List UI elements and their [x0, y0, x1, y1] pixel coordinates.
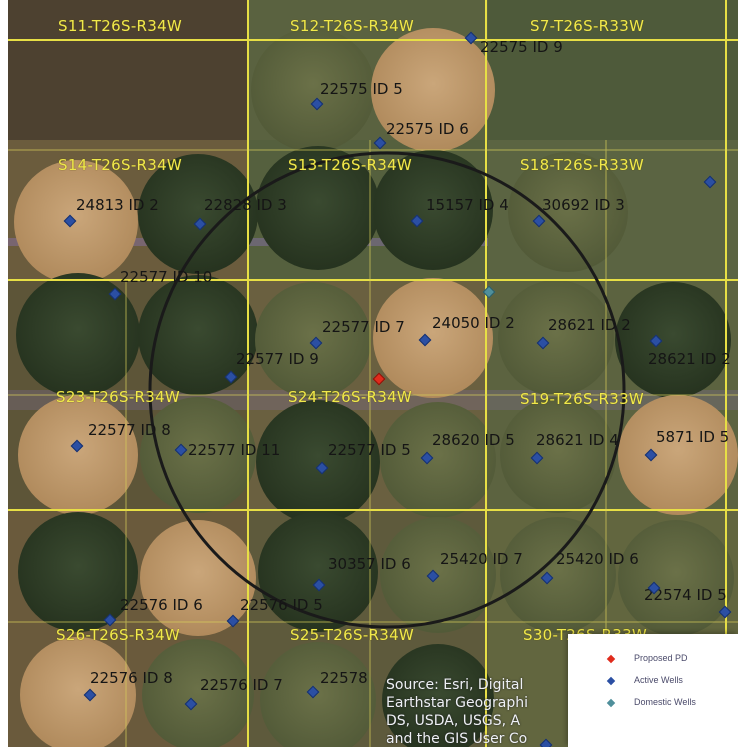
attribution-text: Source: Esri, Digital Earthstar Geograph…	[386, 676, 596, 747]
proposed-symbol-icon	[606, 654, 616, 664]
well-label: 28621 ID 2	[648, 350, 731, 368]
well-label: 22575 ID 6	[386, 120, 469, 138]
attribution-line: DS, USDA, USGS, A	[386, 713, 521, 729]
section-label: S23-T26S-R34W	[56, 388, 181, 406]
aerial-map[interactable]: S11-T26S-R34W S12-T26S-R34W S7-T26S-R33W…	[8, 0, 738, 747]
well-label: 22576 ID 7	[200, 676, 283, 694]
well-label: 24050 ID 2	[432, 314, 515, 332]
section-label: S13-T26S-R34W	[288, 156, 413, 174]
section-label: S11-T26S-R34W	[58, 17, 183, 35]
legend-item-proposed: Proposed PD	[568, 650, 738, 670]
legend-label: Active Wells	[634, 675, 683, 685]
map-legend: Proposed PD Active Wells Domestic Wells	[568, 634, 738, 747]
well-label: 22575 ID 5	[320, 80, 403, 98]
well-label: 22578	[320, 669, 368, 687]
legend-item-domestic: Domestic Wells	[568, 694, 738, 714]
section-label: S25-T26S-R34W	[290, 626, 415, 644]
section-label: S7-T26S-R33W	[530, 17, 645, 35]
legend-label: Proposed PD	[634, 653, 688, 663]
well-label: 28621 ID 4	[536, 431, 619, 449]
well-label: 22577 ID 9	[236, 350, 319, 368]
well-label: 22577 ID 5	[328, 441, 411, 459]
well-label: 25420 ID 6	[556, 550, 639, 568]
well-label: 30357 ID 6	[328, 555, 411, 573]
well-label: 22576 ID 8	[90, 669, 173, 687]
well-label: 22577 ID 8	[88, 421, 171, 439]
active-symbol-icon	[606, 676, 616, 686]
well-label: 22575 ID 9	[480, 38, 563, 56]
attribution-line: Earthstar Geographi	[386, 695, 529, 711]
imagery-layer	[8, 0, 738, 747]
well-label: 28620 ID 5	[432, 431, 515, 449]
section-label: S26-T26S-R34W	[56, 626, 181, 644]
well-label: 22577 ID 11	[188, 441, 281, 459]
attribution-line: and the GIS User Co	[386, 731, 528, 747]
well-label: 22574 ID 5	[644, 586, 727, 604]
well-label: 22577 ID 7	[322, 318, 405, 336]
section-label: S12-T26S-R34W	[290, 17, 415, 35]
section-label: S14-T26S-R34W	[58, 156, 183, 174]
well-label: 22576 ID 5	[240, 596, 323, 614]
legend-label: Domestic Wells	[634, 697, 696, 707]
buffer-circle	[148, 151, 626, 629]
section-label: S19-T26S-R33W	[520, 390, 645, 408]
section-label: S24-T26S-R34W	[288, 388, 413, 406]
domestic-symbol-icon	[606, 698, 616, 708]
well-label: 22577 ID 10	[120, 268, 213, 286]
well-label: 30692 ID 3	[542, 196, 625, 214]
well-label: 28621 ID 2	[548, 316, 631, 334]
well-label: 25420 ID 7	[440, 550, 523, 568]
well-label: 22576 ID 6	[120, 596, 203, 614]
well-label: 22828 ID 3	[204, 196, 287, 214]
legend-item-active: Active Wells	[568, 672, 738, 692]
well-label: 15157 ID 4	[426, 196, 509, 214]
well-label: 24813 ID 2	[76, 196, 159, 214]
well-label: 5871 ID 5	[656, 428, 730, 446]
section-label: S18-T26S-R33W	[520, 156, 645, 174]
attribution-line: Source: Esri, Digital	[386, 677, 524, 693]
